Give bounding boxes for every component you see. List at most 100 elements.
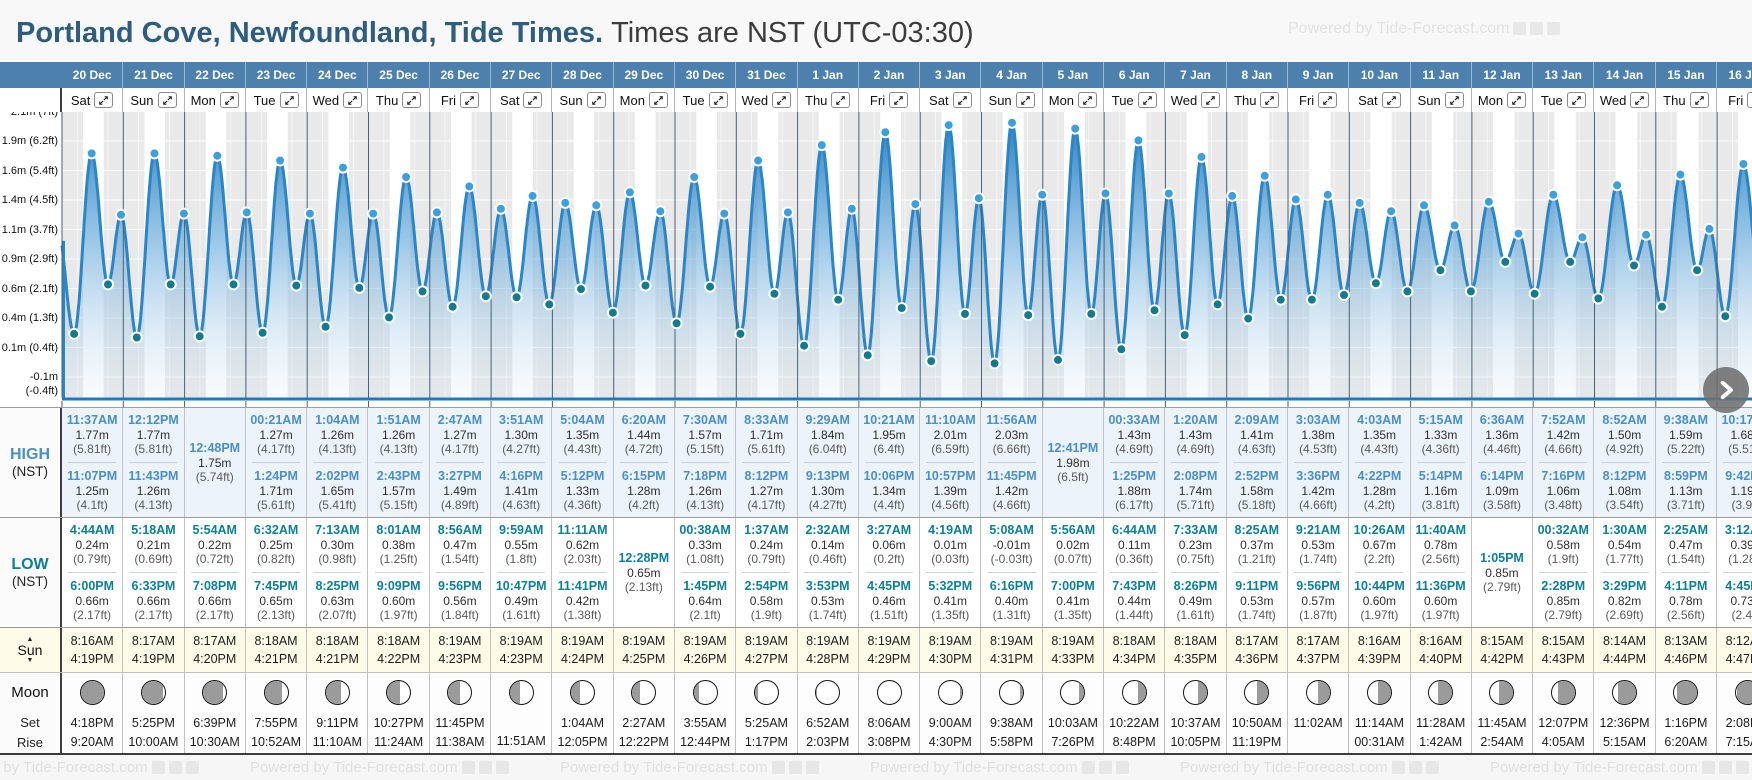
moon-phase-icon xyxy=(570,680,596,705)
moon-set-rise-cell: 6:39PM 10:30AM xyxy=(184,712,246,753)
tide-time: 11:37AM xyxy=(66,413,118,427)
sunrise-time: 8:18AM xyxy=(1173,633,1218,648)
high-tide-cell: 11:56AM 2.03m (6.66ft) 11:45PM 1.42m (4.66ft) xyxy=(981,408,1043,517)
moon-phase-cell xyxy=(1410,673,1472,712)
expand-day-button[interactable] xyxy=(1747,92,1752,108)
tide-height-m: 1.27m xyxy=(259,427,293,442)
tide-time: 11:43PM xyxy=(128,468,179,483)
expand-day-button[interactable] xyxy=(648,92,668,108)
expand-day-button[interactable] xyxy=(1566,92,1586,108)
sunrise-time: 8:12AM xyxy=(1725,633,1752,648)
tide-height-ft: (0.75ft) xyxy=(1176,551,1215,566)
moonset-time: 6:52AM xyxy=(806,715,850,730)
weekday-label: Sun xyxy=(1417,92,1441,108)
tide-entry-divider xyxy=(129,462,178,463)
expand-day-button[interactable] xyxy=(94,92,114,108)
expand-day-button[interactable] xyxy=(889,92,909,108)
expand-day-button[interactable] xyxy=(1630,92,1650,108)
sunrise-time: 8:14AM xyxy=(1603,633,1647,648)
tide-height-ft: (1.51ft) xyxy=(869,607,908,622)
sun-times-cell: 8:17AM 4:20PM xyxy=(184,628,246,672)
expand-day-button[interactable] xyxy=(952,92,972,108)
next-week-button[interactable] xyxy=(1703,367,1749,413)
expand-icon xyxy=(99,95,109,105)
expand-day-button[interactable] xyxy=(402,92,422,108)
expand-day-button[interactable] xyxy=(1137,92,1157,108)
expand-day-button[interactable] xyxy=(1201,92,1221,108)
tide-time: 9:09PM xyxy=(376,578,421,593)
tide-height-m: 0.39m xyxy=(1730,537,1752,552)
tide-height-m: 0.57m xyxy=(1301,593,1335,608)
expand-day-button[interactable] xyxy=(1078,92,1098,108)
expand-day-button[interactable] xyxy=(772,92,792,108)
expand-day-button[interactable] xyxy=(1015,92,1035,108)
expand-day-button[interactable] xyxy=(279,92,299,108)
moon-phase-cell xyxy=(245,673,308,712)
tide-entry: 9:42PM1.19m(3.9ft) xyxy=(1725,469,1752,512)
high-row-label: HIGH (NST) xyxy=(0,408,62,517)
moon-phase-cell xyxy=(613,673,675,712)
moon-phase-icon xyxy=(324,680,350,705)
moon-phase-icon xyxy=(1734,680,1752,705)
tide-entry: 1:05PM 0.85m (2.79ft) xyxy=(1480,551,1524,594)
expand-day-button[interactable] xyxy=(1381,92,1401,108)
weekday-label: Sat xyxy=(929,92,949,108)
tide-entry: 3:27AM 0.06m (0.2ft) xyxy=(867,523,911,566)
moonrise-time: 10:52AM xyxy=(251,734,302,749)
tide-time: 7:13AM xyxy=(315,523,360,537)
tide-time: 6:14PM xyxy=(1480,468,1524,483)
tide-time: 4:22PM xyxy=(1357,468,1402,483)
high-tide-cell: 5:15AM 1.33m (4.36ft) 5:14PM 1.16m (3.81ft) xyxy=(1410,408,1472,517)
expand-day-button[interactable] xyxy=(157,92,177,108)
expand-day-button[interactable] xyxy=(831,92,851,108)
date-header: 23 Dec xyxy=(246,62,308,88)
tide-entry: 10:47PM 0.49m (1.61ft) xyxy=(496,579,547,622)
tide-entry-divider xyxy=(313,462,362,463)
weekday-label: Wed xyxy=(1599,92,1627,108)
expand-icon xyxy=(1206,95,1216,105)
high-tide-cell: 11:10AM 2.01m (6.59ft) 10:57PM 1.39m (4.56ft) xyxy=(920,408,982,517)
tide-entry: 9:13PM 1.30m (4.27ft) xyxy=(806,469,850,512)
expand-day-button[interactable] xyxy=(1444,92,1464,108)
expand-day-button[interactable] xyxy=(1260,92,1280,108)
tide-time: 6:32AM xyxy=(253,523,299,537)
low-tide-cell: 2:25AM 0.47m (1.54ft) 4:11PM 0.78m (2.56ft) xyxy=(1655,518,1718,627)
tide-height-ft: (4.13ft) xyxy=(379,441,418,456)
watermark-icon xyxy=(1408,761,1422,774)
tide-entry: 12:48PM 1.75m (5.74ft) xyxy=(189,441,240,484)
expand-day-button[interactable] xyxy=(1507,92,1527,108)
moon-phase-cell xyxy=(858,673,921,712)
tide-height-m: 1.59m xyxy=(1669,427,1703,442)
expand-day-button[interactable] xyxy=(1689,92,1709,108)
tide-height-m: 0.53m xyxy=(1301,537,1335,552)
tide-time: 1:45PM xyxy=(683,578,727,593)
tide-time: 6:36AM xyxy=(1479,413,1525,427)
moon-dark-part xyxy=(959,681,962,704)
expand-day-button[interactable] xyxy=(708,92,728,108)
expand-day-button[interactable] xyxy=(343,92,363,108)
sunrise-time: 8:19AM xyxy=(928,633,972,648)
sun-times-cell: 8:19AM 4:28PM xyxy=(797,628,859,672)
tide-height-m: 0.66m xyxy=(198,593,232,608)
sunset-time: 4:23PM xyxy=(499,652,543,666)
sunrise-time: 8:19AM xyxy=(622,633,666,648)
expand-day-button[interactable] xyxy=(460,92,480,108)
expand-day-button[interactable] xyxy=(219,92,239,108)
tide-height-m: 0.02m xyxy=(1056,537,1090,552)
tide-entry: 6:16PM 0.40m (1.31ft) xyxy=(990,579,1034,622)
expand-day-button[interactable] xyxy=(586,92,606,108)
expand-day-button[interactable] xyxy=(1318,92,1338,108)
tide-height-ft: (4.17ft) xyxy=(747,497,786,512)
moonset-time: 11:14AM xyxy=(1354,715,1404,730)
tide-height-m: 0.01m xyxy=(933,537,967,552)
tide-height-ft: (5.22ft) xyxy=(1666,441,1705,456)
weekday-cell: Sat xyxy=(491,88,553,112)
expand-day-button[interactable] xyxy=(523,92,543,108)
tide-time: 2:08PM xyxy=(1173,468,1218,483)
tide-time: 11:36PM xyxy=(1415,578,1466,593)
tide-entry-divider xyxy=(1723,572,1752,573)
moon-dark-part xyxy=(1378,681,1391,704)
tide-time: 5:14PM xyxy=(1418,468,1463,483)
tide-height-m: 1.57m xyxy=(381,483,416,498)
tide-height-m: 2.03m xyxy=(994,427,1029,442)
